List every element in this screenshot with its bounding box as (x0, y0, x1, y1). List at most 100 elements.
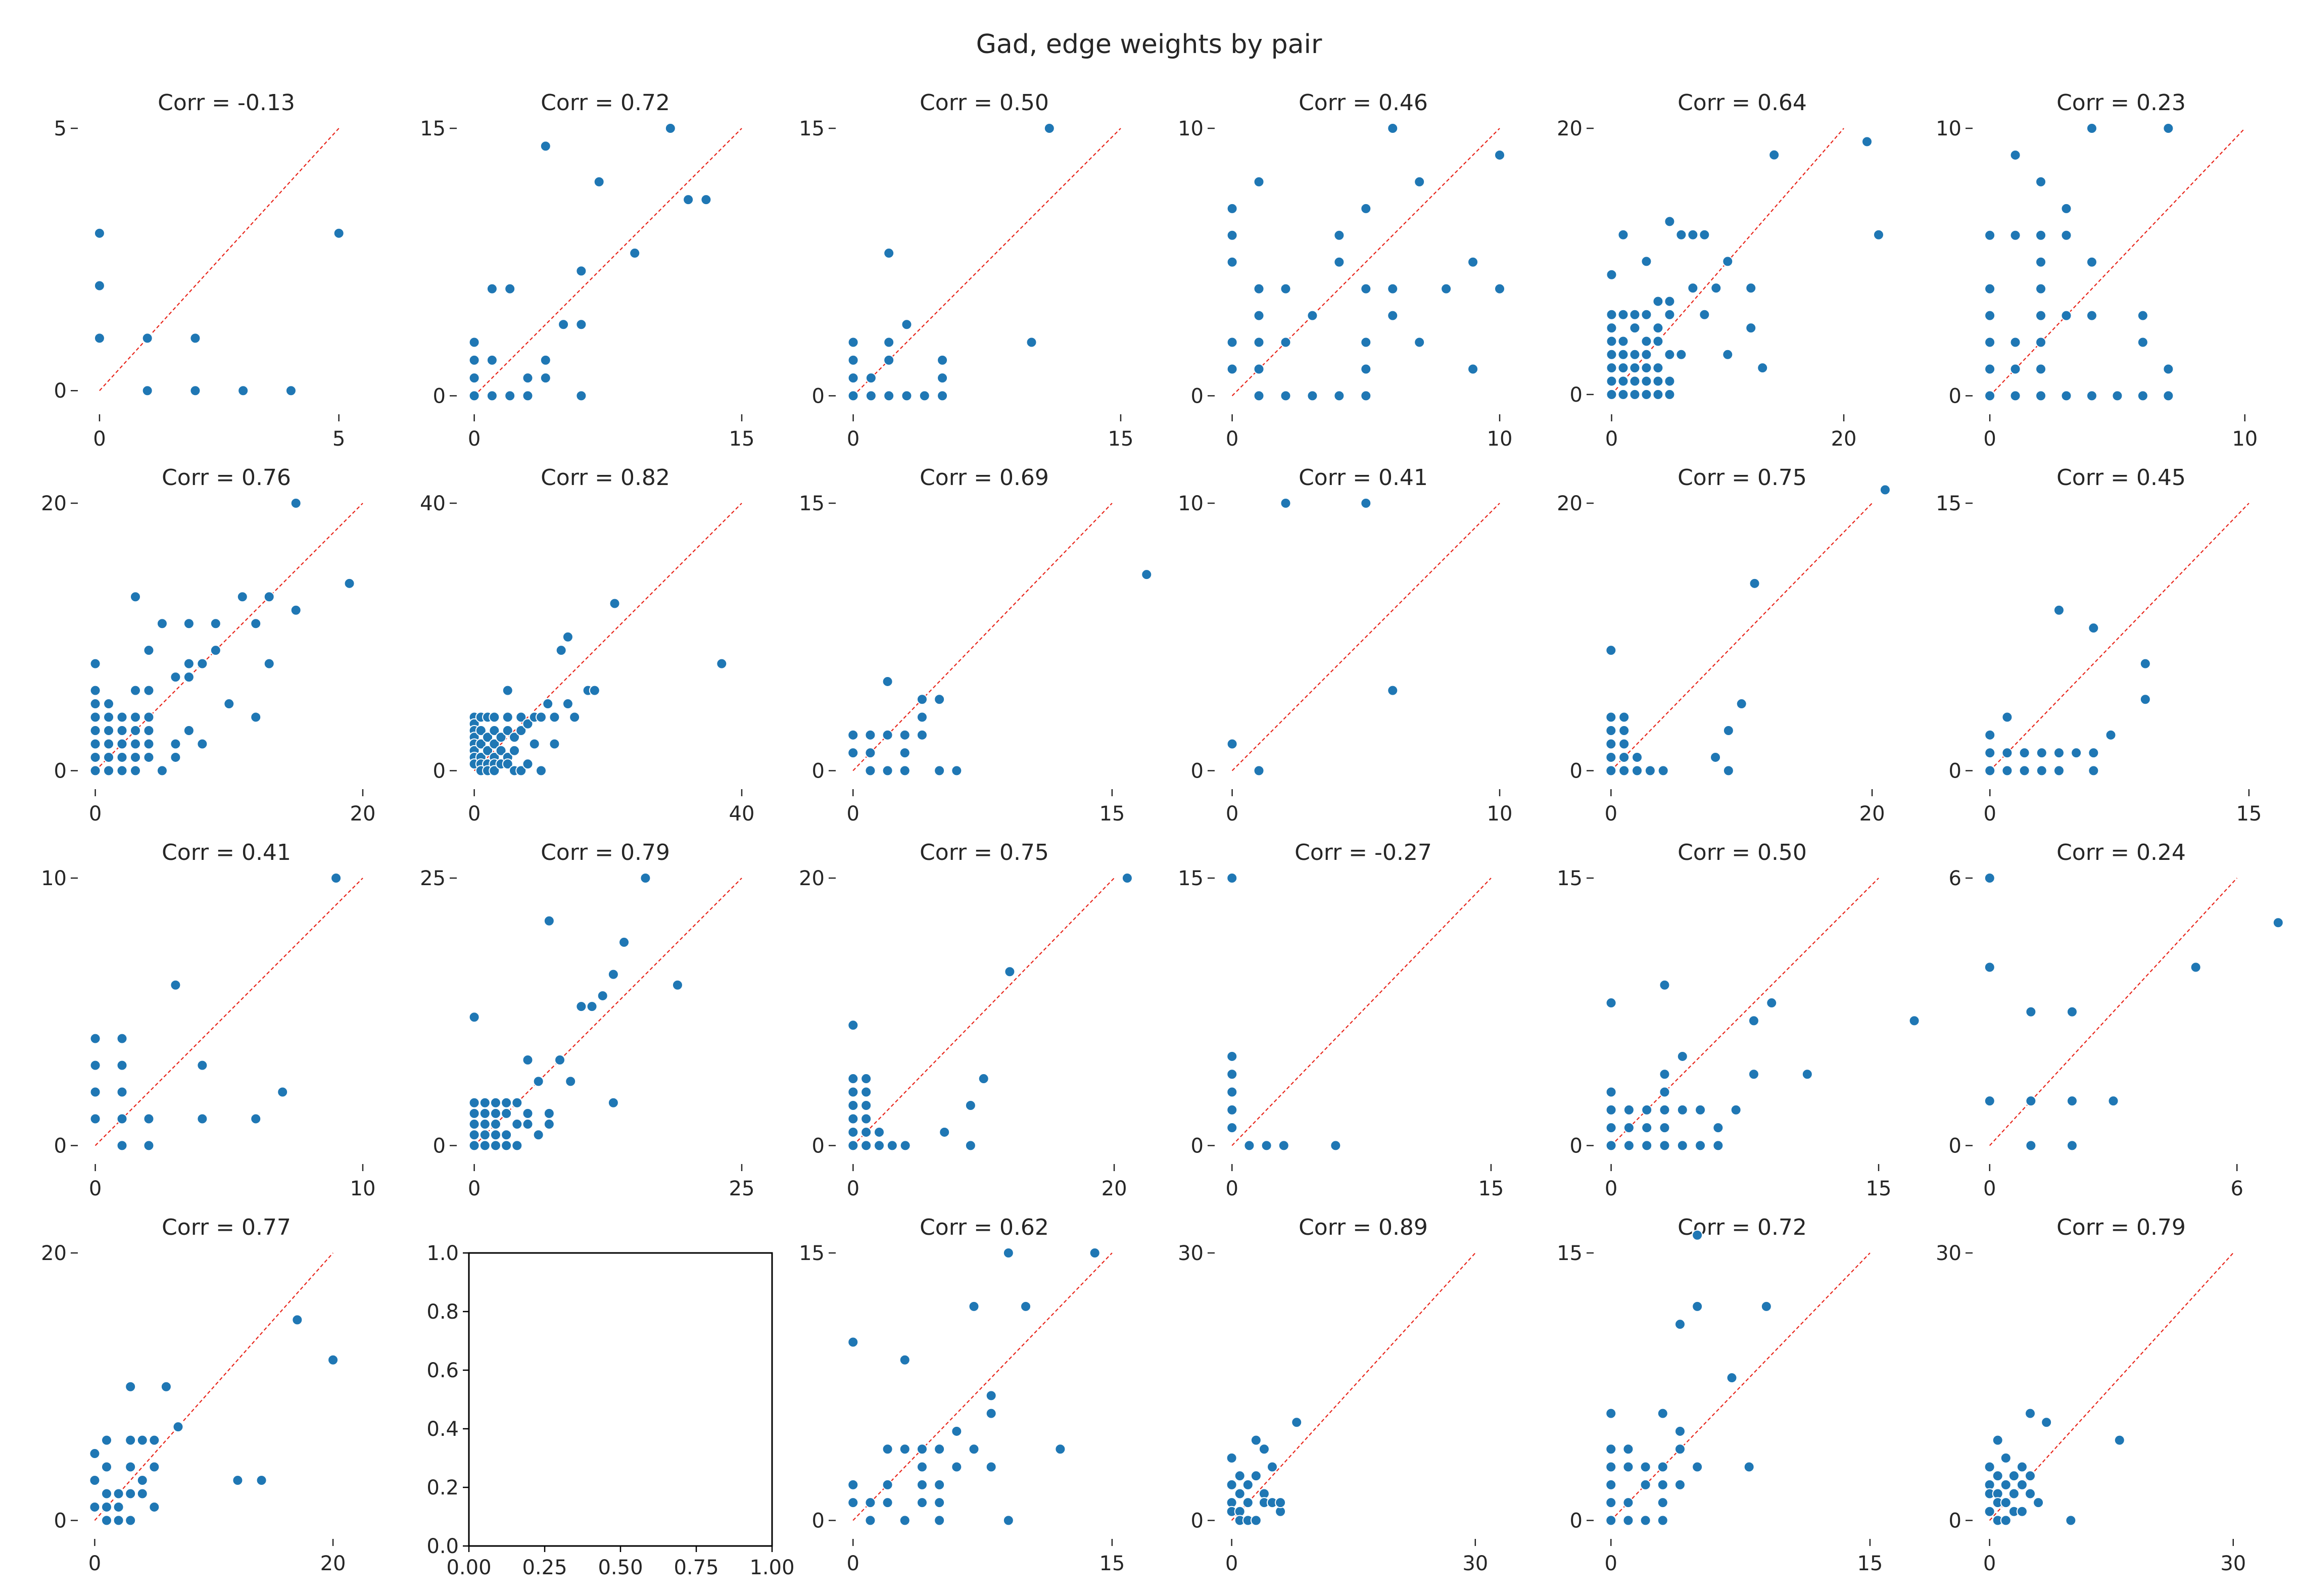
data-point (479, 1129, 491, 1141)
subplot-8: Corr = 0.82 0 40 0 40 (420, 465, 754, 826)
data-point (2035, 256, 2047, 268)
data-point (2035, 283, 2047, 295)
data-point (130, 738, 141, 750)
y-tick-label: 0 (812, 759, 825, 783)
data-point (1606, 269, 1617, 280)
data-point (149, 1461, 160, 1473)
data-point (535, 765, 547, 777)
x-tick-label: 0 (1226, 427, 1238, 451)
data-point (2036, 747, 2047, 759)
identity-line (94, 878, 363, 1146)
data-point (549, 711, 560, 723)
data-point (618, 937, 630, 948)
data-point (1641, 362, 1652, 374)
data-point (1414, 176, 1425, 187)
data-point (197, 658, 208, 669)
y-tick-label: 10 (1936, 117, 1961, 140)
data-point (2139, 694, 2151, 705)
data-point (113, 1488, 124, 1500)
data-point (327, 1354, 339, 1366)
data-point (965, 1100, 976, 1111)
data-point (1278, 1140, 1289, 1151)
data-point (576, 265, 587, 277)
data-point (1307, 390, 1318, 402)
data-point (143, 711, 155, 723)
data-point (2025, 1408, 2036, 1419)
y-tick-label: 15 (1557, 867, 1583, 890)
data-point (256, 1475, 267, 1486)
data-point (1280, 498, 1291, 509)
data-point (1629, 375, 1641, 387)
x-tick-label: 5 (332, 427, 345, 451)
data-point (2190, 961, 2201, 973)
data-point (1692, 1229, 1703, 1241)
data-point (558, 319, 569, 330)
data-point (2001, 747, 2013, 759)
data-point (882, 1443, 893, 1455)
data-point (700, 194, 712, 206)
data-point (1226, 1050, 1238, 1062)
data-point (1657, 1497, 1668, 1509)
data-point (865, 1497, 876, 1509)
data-point (101, 1501, 113, 1513)
data-point (562, 631, 573, 643)
identity-line (473, 503, 742, 771)
data-point (569, 711, 581, 723)
y-tick-label: 0 (1191, 384, 1204, 408)
data-point (89, 738, 101, 750)
y-tick-label: 25 (420, 867, 446, 890)
data-point (116, 1033, 128, 1044)
subplot-title: Corr = 0.75 (920, 840, 1049, 865)
data-point (116, 751, 128, 763)
data-point (1226, 1086, 1238, 1098)
data-point (2163, 390, 2174, 402)
data-point (183, 725, 195, 736)
data-point (874, 1126, 885, 1138)
data-point (232, 1475, 244, 1486)
empty-axes-frame (468, 1252, 773, 1547)
data-point (1253, 363, 1265, 375)
data-point (116, 711, 128, 723)
data-point (847, 1086, 859, 1098)
data-point (899, 1443, 911, 1455)
data-point (1414, 336, 1425, 348)
data-point (1748, 1015, 1759, 1027)
data-point (985, 1408, 997, 1419)
identity-line (1610, 1252, 1871, 1521)
x-tick-label: 0 (1605, 427, 1618, 451)
data-point (502, 758, 513, 770)
data-point (1360, 363, 1372, 375)
data-point (143, 725, 155, 736)
data-point (1258, 1443, 1270, 1455)
data-point (2108, 1095, 2119, 1107)
data-point (1652, 335, 1664, 347)
data-point (847, 1140, 859, 1151)
data-point (2088, 622, 2099, 634)
data-point (156, 618, 168, 630)
data-point (2105, 729, 2117, 741)
data-point (1617, 335, 1629, 347)
data-point (1226, 1104, 1238, 1116)
data-point (2053, 765, 2065, 777)
data-point (1605, 1104, 1617, 1116)
data-point (1629, 322, 1641, 334)
identity-line (852, 1252, 1113, 1521)
x-tick-label: 0 (847, 427, 859, 451)
y-tick-label: 0.0 (426, 1535, 459, 1558)
data-point (1605, 751, 1617, 763)
y-tick-label: 40 (420, 492, 446, 515)
y-tick-label: 10 (41, 867, 67, 890)
data-point (515, 765, 527, 777)
data-point (2019, 765, 2030, 777)
data-point (170, 738, 181, 750)
data-point (1908, 1015, 1920, 1027)
data-point (2025, 1006, 2037, 1018)
data-point (501, 1140, 512, 1151)
data-point (1387, 310, 1399, 321)
data-point (1280, 336, 1291, 348)
data-point (1387, 283, 1399, 295)
subplot-title: Corr = 0.50 (920, 90, 1049, 116)
subplot-title: Corr = 0.24 (2056, 840, 2186, 865)
data-point (1121, 873, 1133, 884)
subplot-12: Corr = 0.45 0 15 0 15 (1936, 465, 2262, 826)
